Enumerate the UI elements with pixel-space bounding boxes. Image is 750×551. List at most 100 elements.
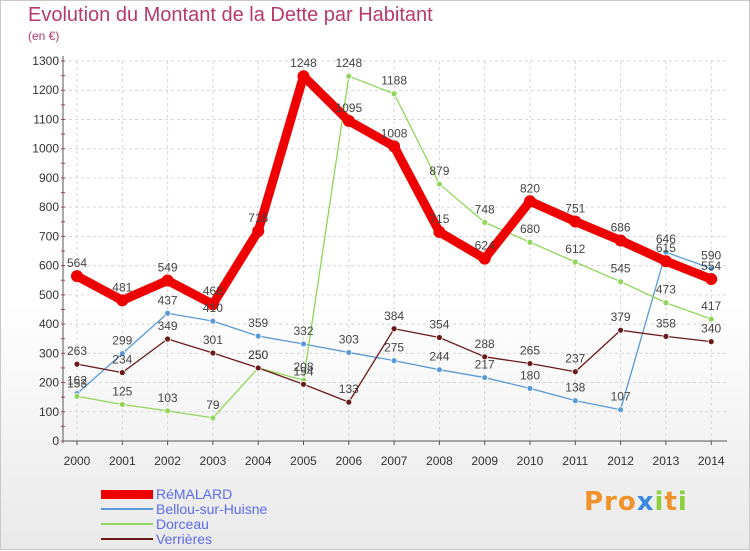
y-tick-label: 900 bbox=[39, 171, 59, 185]
data-label: 303 bbox=[339, 332, 359, 346]
data-label: 349 bbox=[158, 319, 178, 333]
data-label: 481 bbox=[112, 280, 132, 294]
data-point bbox=[662, 248, 670, 256]
x-tick-label: 2005 bbox=[290, 454, 317, 468]
legend-swatch bbox=[101, 538, 153, 540]
data-label: 718 bbox=[248, 211, 268, 225]
data-label: 244 bbox=[429, 350, 449, 364]
data-label: 680 bbox=[520, 222, 540, 236]
y-tick-label: 1100 bbox=[33, 112, 59, 126]
legend-swatch bbox=[101, 490, 153, 499]
data-point bbox=[433, 226, 446, 238]
data-point bbox=[569, 215, 582, 228]
data-label: 162 bbox=[67, 374, 87, 388]
data-point bbox=[388, 140, 401, 153]
legend-label: RéMALARD bbox=[156, 486, 233, 502]
data-label: 359 bbox=[248, 316, 268, 330]
y-tick-label: 1000 bbox=[32, 142, 59, 156]
data-label: 554 bbox=[701, 259, 721, 273]
data-label: 153 bbox=[67, 376, 87, 390]
data-label: 751 bbox=[565, 201, 585, 215]
data-point bbox=[614, 234, 627, 247]
x-tick-label: 2004 bbox=[245, 454, 272, 468]
data-point bbox=[390, 325, 398, 333]
data-point bbox=[206, 298, 219, 311]
data-label: 590 bbox=[701, 249, 721, 263]
data-label: 250 bbox=[248, 348, 268, 362]
brand-part: i bbox=[654, 487, 665, 517]
data-label: 473 bbox=[656, 283, 676, 297]
data-point bbox=[435, 366, 443, 374]
data-label: 263 bbox=[67, 344, 87, 358]
data-point bbox=[617, 278, 624, 286]
legend-item: Dorceau bbox=[101, 516, 401, 532]
data-point bbox=[481, 218, 489, 226]
legend-item: Bellou-sur-Huisne bbox=[101, 501, 401, 517]
data-label: 1248 bbox=[335, 56, 362, 70]
data-point bbox=[707, 265, 715, 272]
data-point bbox=[164, 335, 172, 343]
x-tick-label: 2011 bbox=[562, 454, 588, 468]
data-point bbox=[345, 349, 353, 356]
data-point bbox=[118, 369, 126, 377]
data-label: 299 bbox=[112, 334, 132, 348]
data-label: 612 bbox=[565, 242, 585, 256]
data-point bbox=[161, 274, 174, 287]
data-label: 288 bbox=[475, 337, 495, 351]
data-point bbox=[209, 349, 217, 357]
legend-label: Dorceau bbox=[156, 516, 209, 532]
data-point bbox=[435, 334, 443, 341]
data-label: 79 bbox=[206, 398, 220, 412]
data-label: 437 bbox=[158, 293, 178, 307]
data-label: 275 bbox=[384, 341, 404, 355]
data-point bbox=[662, 332, 670, 340]
data-label: 180 bbox=[520, 368, 540, 382]
data-label: 748 bbox=[475, 202, 495, 216]
data-label: 1188 bbox=[381, 74, 407, 88]
data-point bbox=[254, 364, 262, 372]
data-point bbox=[300, 380, 307, 388]
data-label: 564 bbox=[67, 256, 87, 270]
data-point bbox=[73, 360, 81, 368]
data-point bbox=[342, 114, 355, 127]
data-label: 549 bbox=[158, 261, 178, 275]
data-label: 820 bbox=[520, 181, 540, 195]
data-label: 194 bbox=[293, 364, 313, 378]
data-point bbox=[526, 384, 534, 392]
y-tick-label: 100 bbox=[39, 405, 59, 419]
data-label: 217 bbox=[475, 358, 495, 372]
data-label: 208 bbox=[293, 360, 313, 374]
data-point bbox=[252, 225, 265, 238]
data-point bbox=[662, 299, 670, 307]
data-label: 250 bbox=[248, 348, 268, 362]
data-label: 417 bbox=[701, 299, 721, 313]
data-label: 332 bbox=[293, 324, 313, 338]
x-tick-label: 2010 bbox=[517, 454, 544, 468]
data-point bbox=[481, 374, 489, 381]
data-label: 107 bbox=[611, 390, 631, 404]
data-label: 545 bbox=[611, 262, 631, 276]
data-point bbox=[571, 258, 579, 266]
data-point bbox=[345, 72, 353, 80]
data-label: 237 bbox=[565, 352, 585, 366]
y-tick-label: 300 bbox=[39, 346, 59, 360]
data-label: 686 bbox=[611, 220, 631, 234]
data-label: 379 bbox=[611, 310, 631, 324]
data-label: 1248 bbox=[290, 56, 317, 70]
data-point bbox=[116, 294, 129, 307]
data-point bbox=[297, 70, 310, 83]
legend: RéMALARD Bellou-sur-Huisne Dorceau Verrière… bbox=[101, 486, 401, 547]
data-label: 138 bbox=[565, 381, 585, 395]
x-tick-label: 2000 bbox=[64, 454, 91, 468]
data-label: 715 bbox=[429, 212, 449, 226]
y-tick-label: 800 bbox=[39, 200, 59, 214]
data-point bbox=[254, 332, 262, 340]
y-tick-label: 1200 bbox=[32, 83, 59, 97]
legend-swatch bbox=[101, 523, 153, 525]
data-label: 103 bbox=[158, 391, 178, 405]
y-tick-label: 1300 bbox=[32, 54, 59, 68]
brand-part: t bbox=[664, 487, 678, 517]
chart-title: Evolution du Montant de la Dette par Hab… bbox=[28, 4, 433, 26]
data-point bbox=[705, 273, 718, 286]
data-point bbox=[209, 317, 217, 325]
